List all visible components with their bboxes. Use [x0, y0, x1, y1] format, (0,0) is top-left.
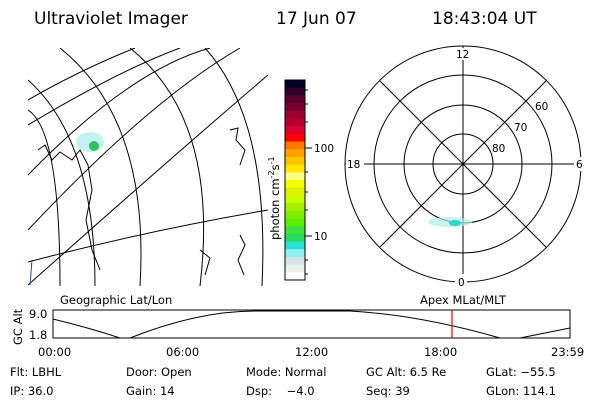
- ytick-9: 9.0: [29, 307, 47, 321]
- aurora-core: [89, 141, 99, 151]
- colorbar-swatch: [285, 195, 305, 204]
- colorbar-swatch: [285, 249, 305, 258]
- xtick: 12:00: [295, 345, 328, 359]
- lat-line: [28, 48, 211, 176]
- lat-line: [28, 48, 136, 101]
- info-gc-alt: GC Alt: 6.5 Re: [366, 365, 446, 379]
- lat-line: [28, 74, 268, 286]
- altitude-curve: [52, 310, 571, 339]
- colorbar-swatch: [285, 110, 305, 119]
- xtick: 23:59: [551, 345, 584, 359]
- colorbar-swatch: [285, 118, 305, 127]
- xtick: 18:00: [424, 345, 457, 359]
- colorbar-frame: [284, 79, 306, 281]
- colorbar-swatch: [285, 95, 305, 104]
- ytick-1.8: 1.8: [29, 328, 47, 342]
- altitude-plot: GC Alt 9.0 1.8 00:00 06:00 12:00 18:00 2…: [11, 307, 584, 359]
- lon-arc: [59, 48, 142, 286]
- mlt-label-18: 18: [347, 159, 360, 171]
- colorbar-swatch: [285, 218, 305, 227]
- colorbar-swatch: [285, 164, 305, 173]
- info-seq: Seq: 39: [366, 384, 410, 398]
- xtick: 06:00: [166, 345, 199, 359]
- polar-mlat-mlt-plot: [344, 45, 582, 283]
- mlat-label-80: 80: [492, 143, 505, 155]
- colorbar-tick-10: 10: [314, 231, 327, 243]
- colorbar-swatch: [285, 80, 305, 89]
- lon-arc: [129, 48, 205, 286]
- colorbar-swatch: [285, 156, 305, 166]
- colorbar-tick-100: 100: [314, 143, 334, 155]
- date-label: 17 Jun 07: [276, 9, 357, 29]
- info-dsp: Dsp: −4.0: [246, 384, 315, 398]
- info-mode: Mode: Normal: [246, 365, 326, 379]
- colorbar-swatch: [285, 226, 305, 235]
- colorbar-swatch: [285, 264, 305, 273]
- colorbar-swatch: [285, 210, 305, 219]
- lon-arc: [28, 109, 61, 286]
- colorbar-swatch: [285, 233, 305, 243]
- info-ip: IP: 36.0: [10, 384, 53, 398]
- lat-line: [28, 48, 181, 126]
- colorbar-swatch: [285, 103, 305, 112]
- mlat-label-70: 70: [514, 122, 527, 134]
- lon-arc: [28, 79, 96, 286]
- colorbar-label: photon cm-2s-1: [267, 156, 282, 240]
- colorbar-swatch: [285, 203, 305, 212]
- colorbar: 100 10 photon cm-2s-1: [267, 79, 334, 281]
- coastline: [37, 144, 101, 271]
- colorbar-swatch: [285, 133, 305, 143]
- colorbar-swatch: [285, 272, 305, 281]
- mlt-label-12: 12: [456, 49, 469, 61]
- colorbar-swatch: [285, 256, 305, 266]
- lat-line: [28, 48, 241, 231]
- colorbar-swatch: [285, 241, 305, 250]
- altitude-ylabel: GC Alt: [11, 308, 25, 345]
- mlt-label-0: 0: [458, 277, 465, 289]
- colorbar-swatch: [285, 180, 305, 189]
- time-label: 18:43:04 UT: [432, 9, 537, 29]
- right-panel-caption: Apex MLat/MLT: [420, 293, 507, 307]
- coastline: [229, 127, 246, 166]
- coastline: [237, 234, 246, 276]
- colorbar-swatch: [285, 187, 305, 196]
- info-filter: Flt: LBHL: [10, 365, 62, 379]
- coastline: [199, 249, 211, 276]
- info-glat: GLat: −55.5: [486, 365, 556, 379]
- instrument-title: Ultraviolet Imager: [34, 9, 188, 29]
- colorbar-swatch: [285, 126, 305, 135]
- xtick: 00:00: [38, 345, 71, 359]
- colorbar-swatch: [285, 172, 305, 181]
- info-gain: Gain: 14: [126, 384, 175, 398]
- colorbar-swatch: [285, 141, 305, 150]
- mlat-label-60: 60: [535, 101, 548, 113]
- colorbar-swatch: [285, 149, 305, 158]
- geographic-map: [28, 48, 268, 286]
- info-panel: Flt: LBHL Door: Open Mode: Normal GC Alt…: [10, 365, 556, 398]
- mlt-label-6: 6: [576, 159, 583, 171]
- lat-line: [28, 209, 268, 263]
- left-panel-caption: Geographic Lat/Lon: [60, 293, 172, 307]
- info-door: Door: Open: [126, 365, 192, 379]
- info-glon: GLon: 114.1: [486, 384, 556, 398]
- lon-arc: [204, 48, 264, 286]
- colorbar-swatch: [285, 87, 305, 96]
